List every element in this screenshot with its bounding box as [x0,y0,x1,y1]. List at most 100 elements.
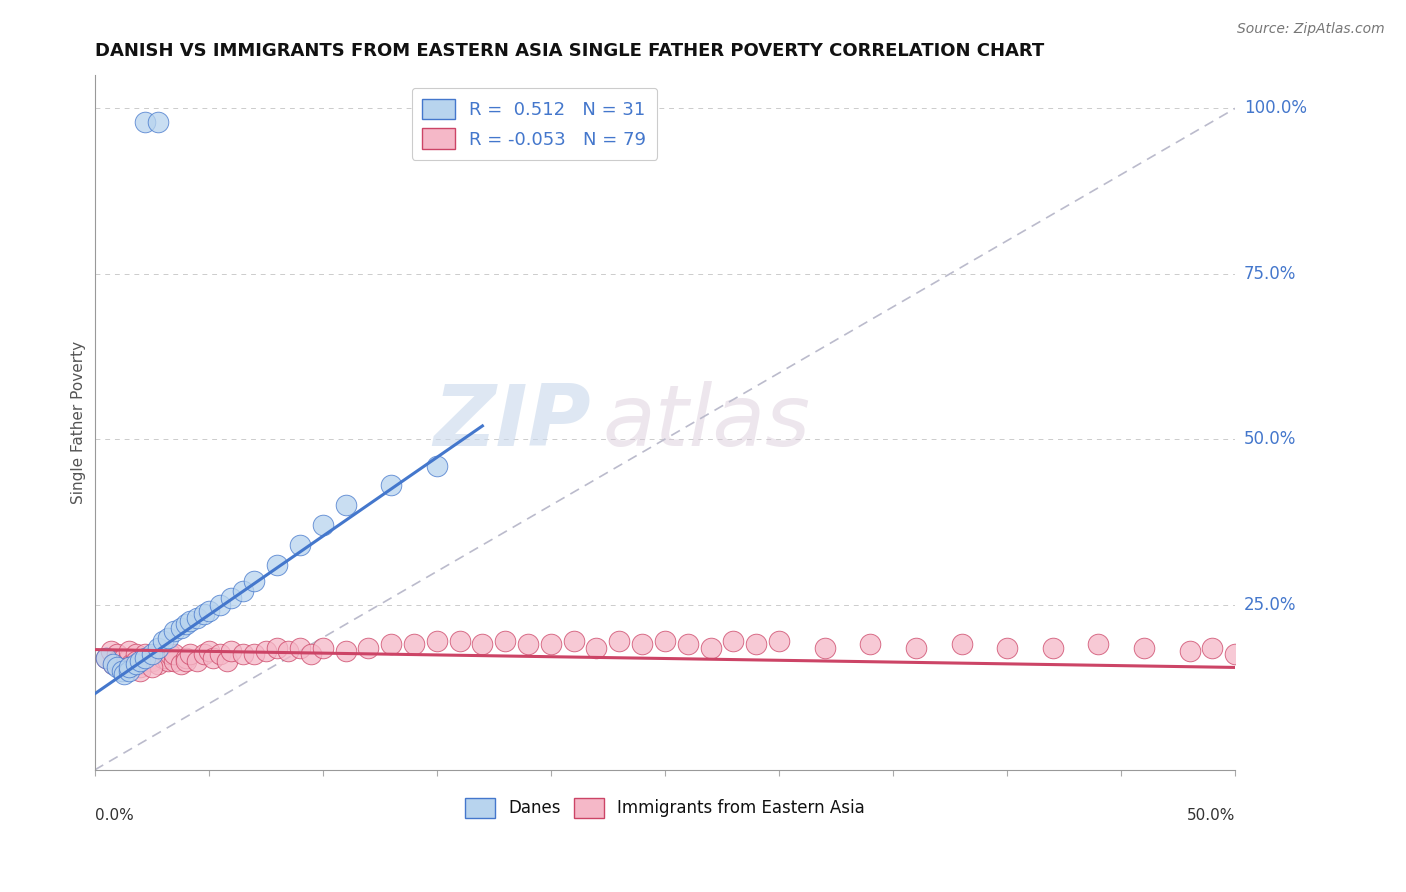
Point [814,640,837,655]
Point [141,654,163,668]
Point [174,654,197,668]
Point [186,654,208,668]
Point [1225,647,1247,661]
Point [156,654,179,668]
Point [118,650,141,665]
Point [118,664,141,678]
Point [129,664,152,678]
Point [134,654,156,668]
Point [105,660,128,674]
Point [243,574,266,589]
Point [141,660,163,674]
Text: 50.0%: 50.0% [1244,430,1296,448]
Point [197,604,219,618]
Text: 25.0%: 25.0% [1244,596,1296,614]
Point [124,647,146,661]
Point [209,598,232,612]
Point [174,650,197,665]
Point [1133,640,1156,655]
Point [232,647,254,661]
Text: Source: ZipAtlas.com: Source: ZipAtlas.com [1237,22,1385,37]
Point [94,650,117,665]
Point [1201,640,1223,655]
Point [152,650,174,665]
Point [288,538,311,552]
Point [312,518,335,533]
Point [94,650,117,665]
Point [134,114,156,128]
Point [631,637,654,651]
Point [156,631,179,645]
Point [112,650,135,665]
Point [118,644,141,658]
Point [221,644,243,658]
Point [562,634,585,648]
Point [402,637,425,651]
Point [380,637,402,651]
Point [904,640,927,655]
Point [170,621,193,635]
Point [120,657,142,672]
Point [134,650,156,665]
Point [449,634,471,648]
Point [254,644,277,658]
Point [179,614,201,628]
Point [723,634,745,648]
Point [471,637,494,651]
Point [335,644,357,658]
Point [101,657,124,672]
Point [105,647,128,661]
Point [100,644,122,658]
Point [105,654,128,668]
Y-axis label: Single Father Poverty: Single Father Poverty [72,341,86,504]
Point [129,654,152,668]
Point [768,634,790,648]
Point [232,584,254,599]
Point [266,558,288,572]
Point [112,667,135,681]
Text: 0.0%: 0.0% [94,808,134,823]
Point [266,640,288,655]
Point [357,640,380,655]
Text: 50.0%: 50.0% [1187,808,1236,823]
Point [124,657,146,672]
Point [163,647,186,661]
Point [676,637,699,651]
Point [193,607,215,622]
Point [299,647,322,661]
Point [148,640,170,655]
Legend: Danes, Immigrants from Eastern Asia: Danes, Immigrants from Eastern Asia [458,791,872,824]
Text: 75.0%: 75.0% [1244,265,1296,283]
Point [148,647,170,661]
Point [221,591,243,605]
Point [995,640,1018,655]
Point [607,634,630,648]
Point [859,637,882,651]
Point [540,637,562,651]
Point [426,458,449,473]
Point [517,637,540,651]
Point [141,650,163,665]
Point [193,647,215,661]
Point [202,650,225,665]
Point [170,657,193,672]
Point [335,498,357,512]
Point [163,654,186,668]
Point [129,660,152,674]
Point [163,624,186,638]
Point [380,478,402,492]
Point [494,634,516,648]
Point [745,637,768,651]
Point [950,637,973,651]
Point [159,647,181,661]
Point [111,664,134,678]
Point [585,640,607,655]
Point [215,654,238,668]
Point [118,660,141,674]
Point [152,634,174,648]
Text: atlas: atlas [602,381,810,464]
Point [654,634,676,648]
Text: 100.0%: 100.0% [1244,99,1306,117]
Point [111,660,134,674]
Point [141,647,163,661]
